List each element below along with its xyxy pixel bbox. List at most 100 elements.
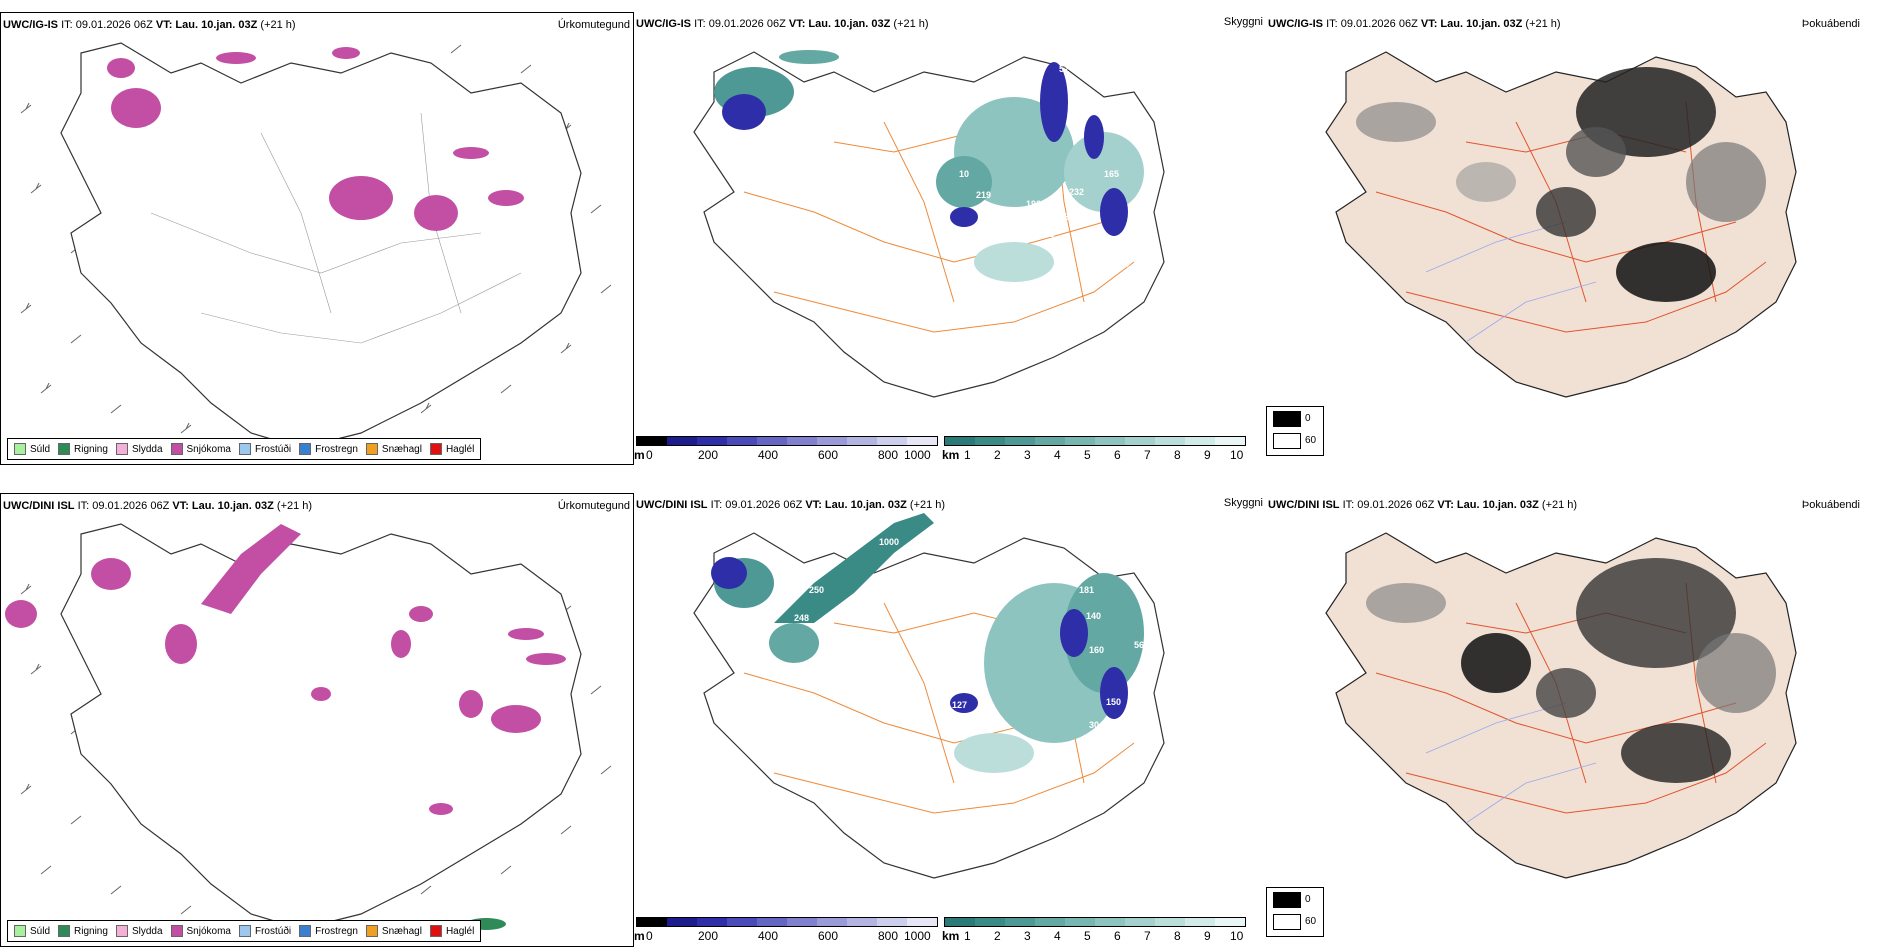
vis-value: 93 — [1109, 237, 1119, 247]
legend-swatch — [429, 925, 442, 937]
vis-value: 1000 — [879, 537, 899, 547]
precip-legend: Súld Rigning Slydda Snjókoma Frostúði Fr… — [7, 920, 482, 942]
legend-swatch — [14, 443, 26, 455]
ceiling-tick: 800 — [878, 929, 899, 943]
vis-value: 18 — [1044, 768, 1054, 778]
vis-value: 10 — [959, 169, 969, 179]
panel-header: UWC/DINI ISL IT: 09.01.2026 06Z VT: Lau.… — [3, 500, 313, 512]
coastline — [60, 523, 582, 930]
legend-swatch — [238, 443, 251, 455]
roads — [743, 582, 1135, 814]
vis-value: 15 — [754, 547, 764, 557]
visibility-unit: km — [942, 929, 960, 943]
vis-value: 219 — [976, 190, 991, 200]
visibility-tick: 3 — [1024, 448, 1031, 462]
visibility-colorbar-boxes — [944, 917, 1246, 927]
visibility-tick: 7 — [1144, 448, 1151, 462]
visibility-value-labels: 15 250 248 1000 181 140 160 56 127 150 3… — [754, 537, 1144, 778]
legend-swatch — [170, 443, 183, 455]
vis-value: 202 — [1039, 229, 1054, 239]
vis-value: 250 — [809, 585, 824, 595]
visibility-tick: 8 — [1174, 929, 1181, 943]
ceiling-areas — [711, 557, 1128, 719]
visibility-colorbar-boxes — [944, 436, 1246, 446]
panel-title: Þokuábendi — [1801, 499, 1860, 511]
panel-header: UWC/IG-IS IT: 09.01.2026 06Z VT: Lau. 10… — [636, 18, 929, 30]
visibility-tick: 5 — [1084, 929, 1091, 943]
panel-header: UWC/DINI ISL IT: 09.01.2026 06Z VT: Lau.… — [1268, 499, 1578, 511]
snow-areas — [5, 524, 566, 815]
visibility-tick: 6 — [1114, 448, 1121, 462]
vis-value: 30 — [1089, 720, 1099, 730]
vis-value: 248 — [794, 613, 809, 623]
vis-value: 428 — [1054, 212, 1069, 222]
iceland-precip-map — [5, 523, 612, 930]
panel-title: Skyggni — [1223, 16, 1263, 28]
ceiling-tick: 400 — [758, 929, 779, 943]
ceiling-tick: 200 — [698, 448, 719, 462]
fog-panel-top: UWC/IG-IS IT: 09.01.2026 06Z VT: Lau. 10… — [1266, 12, 1900, 465]
legend-swatch — [365, 443, 378, 455]
iceland-visibility-map: 24 52 10 219 196 232 165 428 202 93 95 1… — [693, 50, 1165, 398]
legend-swatch — [299, 443, 312, 455]
fog-areas — [1366, 558, 1776, 783]
fog-legend-swatch — [1273, 914, 1301, 930]
panel-title: Úrkomutegund — [557, 19, 630, 31]
visibility-tick: 2 — [994, 448, 1001, 462]
visibility-tick: 10 — [1230, 448, 1244, 462]
legend-swatch — [115, 925, 128, 937]
rivers — [1425, 702, 1597, 824]
ceiling-tick: 0 — [646, 448, 653, 462]
visibility-panel-bottom: UWC/DINI ISL IT: 09.01.2026 06Z VT: Lau.… — [634, 493, 1266, 947]
visibility-tick: 1 — [964, 929, 971, 943]
panel-title: Skyggni — [1223, 497, 1263, 509]
ceiling-tick: 1000 — [904, 448, 931, 462]
precip-legend: Súld Rigning Slydda Snjókoma Frostúði Fr… — [7, 438, 482, 460]
visibility-tick: 1 — [964, 448, 971, 462]
vis-value: 232 — [1069, 187, 1084, 197]
coastline — [60, 42, 582, 449]
panel-title: Þokuábendi — [1801, 18, 1860, 30]
visibility-tick: 5 — [1084, 448, 1091, 462]
visibility-tick: 9 — [1204, 448, 1211, 462]
panel-header: UWC/IG-IS IT: 09.01.2026 06Z VT: Lau. 10… — [3, 19, 296, 31]
ceiling-tick: 0 — [646, 929, 653, 943]
vis-value: 95 — [1119, 259, 1129, 269]
vis-value: 160 — [1089, 645, 1104, 655]
legend-swatch — [238, 925, 251, 937]
roads — [150, 112, 522, 344]
iceland-fog-map — [1325, 51, 1797, 398]
visibility-tick: 8 — [1174, 448, 1181, 462]
legend-swatch — [58, 925, 71, 937]
vis-value: 23 — [1034, 287, 1044, 297]
fog-legend: 0 60 — [1266, 406, 1324, 456]
visibility-tick: 7 — [1144, 929, 1151, 943]
ceiling-tick: 800 — [878, 448, 899, 462]
visibility-value-labels: 24 52 10 219 196 232 165 428 202 93 95 1… — [759, 59, 1129, 297]
panel-header: UWC/DINI ISL IT: 09.01.2026 06Z VT: Lau.… — [636, 499, 946, 511]
precip-type-panel-bottom: UWC/DINI ISL IT: 09.01.2026 06Z VT: Lau.… — [0, 493, 634, 947]
vis-value: 196 — [1026, 199, 1041, 209]
ceiling-unit: m — [634, 448, 645, 462]
visibility-tick: 3 — [1024, 929, 1031, 943]
vis-value: 24 — [759, 59, 769, 69]
fog-panel-bottom: UWC/DINI ISL IT: 09.01.2026 06Z VT: Lau.… — [1266, 493, 1900, 947]
fog-legend-swatch — [1273, 433, 1301, 449]
ceiling-areas — [722, 62, 1128, 236]
visibility-tick: 4 — [1054, 929, 1061, 943]
visibility-tick: 4 — [1054, 448, 1061, 462]
visibility-unit: km — [942, 448, 960, 462]
visibility-tick: 6 — [1114, 929, 1121, 943]
visibility-tick: 10 — [1230, 929, 1244, 943]
fog-legend: 0 60 — [1266, 887, 1324, 937]
ceiling-tick: 200 — [698, 929, 719, 943]
roads — [743, 101, 1135, 333]
snow-areas — [107, 47, 524, 231]
precip-type-panel-top: UWC/IG-IS IT: 09.01.2026 06Z VT: Lau. 10… — [0, 12, 634, 465]
visibility-areas — [714, 513, 1144, 773]
ceiling-tick: 1000 — [904, 929, 931, 943]
vis-value: 126 — [949, 244, 964, 254]
visibility-tick: 2 — [994, 929, 1001, 943]
legend-swatch — [429, 443, 442, 455]
ceiling-tick: 400 — [758, 448, 779, 462]
